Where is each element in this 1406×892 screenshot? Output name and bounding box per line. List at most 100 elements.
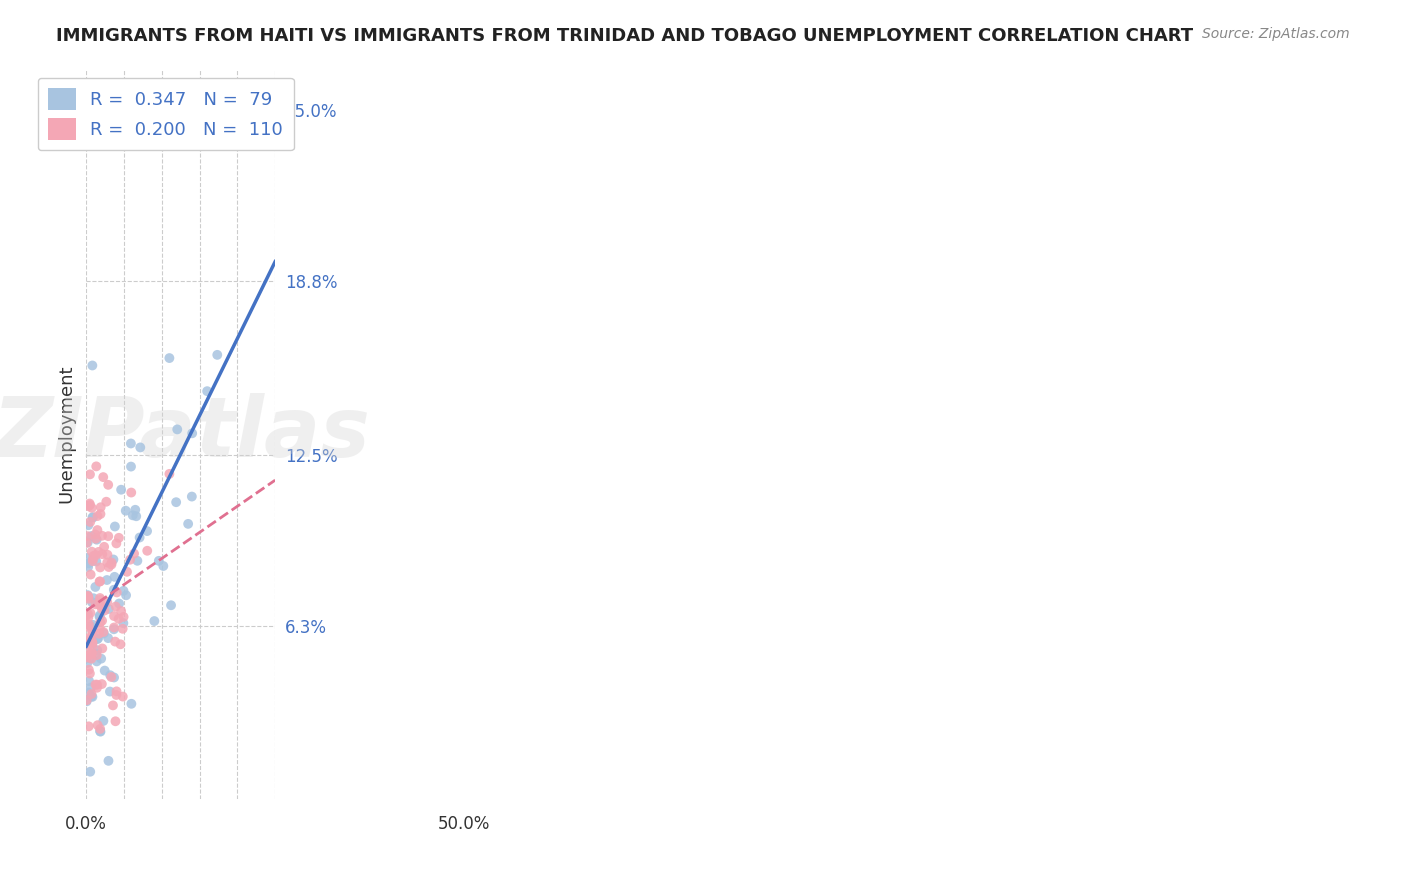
Point [77,648,100,662]
Point [89,574,111,589]
Point [97,478,120,492]
Point [177,516,200,531]
Point [89,724,111,739]
Point [84,554,107,568]
Point [82,618,104,632]
Point [79,467,101,482]
Point [89,722,111,736]
Point [105,684,128,698]
Point [79,496,101,510]
Point [87,626,110,640]
Point [100,556,122,570]
Point [103,582,125,597]
Point [80,595,103,609]
Point [84,532,107,546]
Point [91,529,114,543]
Point [87,631,110,645]
Point [86,654,108,668]
Point [115,588,138,602]
Point [79,606,101,620]
Y-axis label: Unemployment: Unemployment [58,365,75,503]
Point [82,359,104,373]
Point [83,591,105,606]
Point [148,554,170,568]
Point [105,536,128,550]
Point [80,500,103,515]
Point [143,614,166,628]
Point [104,634,127,648]
Point [120,552,142,566]
Point [226,117,249,131]
Point [76,589,98,603]
Point [77,591,100,606]
Point [128,531,150,545]
Point [76,536,98,550]
Point [207,348,229,362]
Point [84,647,107,661]
Point [79,515,101,529]
Point [91,641,114,656]
Point [96,494,118,508]
Point [76,650,98,665]
Point [97,631,120,645]
Point [112,583,135,598]
Point [86,595,108,609]
Point [120,436,142,450]
Legend: R =  0.347   N =  79, R =  0.200   N =  110: R = 0.347 N = 79, R = 0.200 N = 110 [38,78,294,151]
Text: ZIPatlas: ZIPatlas [0,393,370,475]
Point [76,693,98,707]
Point [82,552,104,566]
Point [97,529,120,543]
Point [89,560,111,574]
Point [89,507,111,521]
Point [80,633,103,648]
Point [166,422,188,436]
Point [84,677,107,691]
Point [79,764,101,779]
Point [96,556,118,570]
Point [76,588,98,602]
Point [77,674,100,689]
Point [110,604,132,618]
Point [103,552,125,566]
Point [76,694,98,708]
Point [104,519,127,533]
Point [77,499,100,513]
Point [90,602,112,616]
Point [90,651,112,665]
Point [84,548,107,562]
Point [105,585,128,599]
Point [104,714,127,729]
Point [107,612,129,626]
Point [96,548,118,562]
Point [180,490,202,504]
Point [114,504,136,518]
Point [77,607,100,621]
Point [89,591,111,605]
Point [108,531,131,545]
Point [125,509,148,524]
Point [89,598,111,612]
Point [89,615,111,630]
Point [91,470,114,484]
Point [76,535,98,549]
Point [104,599,127,614]
Point [93,540,115,554]
Point [86,509,108,524]
Point [103,670,125,684]
Point [82,624,104,639]
Point [76,608,98,623]
Point [90,500,112,515]
Point [79,666,101,681]
Point [76,620,98,634]
Point [82,640,104,654]
Point [120,485,142,500]
Point [79,498,101,512]
Point [77,560,100,574]
Point [124,503,146,517]
Point [195,384,218,399]
Point [103,620,125,634]
Point [97,754,120,768]
Point [76,639,98,653]
Point [90,592,112,607]
